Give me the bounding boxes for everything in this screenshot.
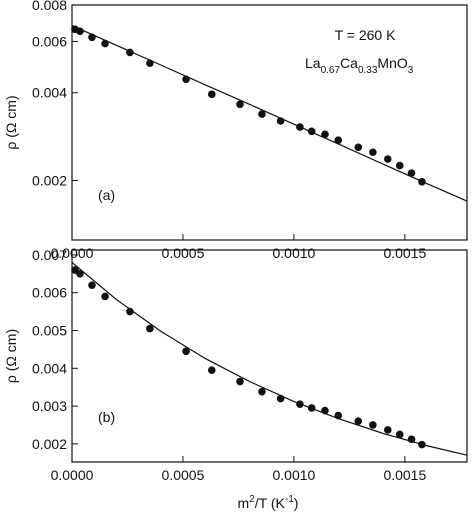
y-tick-label: 0.005 [32, 322, 67, 338]
y-tick-label: 0.002 [32, 172, 67, 188]
y-tick-label: 0.008 [32, 0, 67, 13]
data-point [407, 169, 416, 177]
data-point [126, 307, 134, 316]
plot-frame [71, 249, 468, 463]
y-axis-label: ρ (Ω cm) [3, 329, 19, 383]
data-point [395, 430, 404, 439]
data-point [236, 377, 244, 386]
data-point [307, 404, 316, 412]
y-tick-label: 0.002 [32, 436, 67, 452]
data-point [334, 411, 343, 420]
data-point [182, 347, 190, 356]
x-tick-label: 0.0000 [51, 467, 94, 483]
formula: La0.67Ca0.33MnO3 [305, 55, 414, 76]
data-point [101, 39, 109, 48]
data-point [369, 421, 377, 429]
data-point [354, 143, 363, 152]
y-tick-label: 0.003 [32, 398, 67, 414]
data-point [307, 127, 316, 136]
y-axis-label: ρ (Ω cm) [3, 95, 19, 149]
data-point [182, 75, 190, 84]
formula-subscript: 0.33 [358, 65, 378, 76]
y-tick-label: 0.007 [32, 247, 67, 263]
panel-label: (b) [98, 409, 115, 425]
data-point [296, 400, 304, 408]
data-point [407, 435, 416, 444]
x-axis-label-part: ) [294, 495, 299, 511]
data-point [88, 33, 96, 42]
y-tick-label: 0.006 [32, 33, 67, 49]
x-axis-label-part: /T (K [255, 495, 286, 511]
data-point [276, 394, 285, 403]
data-point [236, 100, 244, 109]
data-point [146, 324, 154, 333]
plot-frame [71, 4, 468, 241]
formula-part: Ca [340, 55, 358, 71]
data-point [258, 387, 266, 396]
data-point [296, 123, 304, 131]
data-point [146, 59, 154, 68]
x-axis-label-superscript: 2 [249, 494, 255, 505]
data-point [369, 148, 377, 157]
data-point [418, 440, 426, 449]
data-point [383, 426, 392, 434]
data-point [88, 281, 96, 289]
data-point [321, 406, 329, 415]
data-point [395, 161, 404, 170]
data-point [208, 366, 216, 374]
x-axis-label: m2/T (K-1) [238, 494, 299, 511]
data-point [383, 155, 392, 163]
x-tick-label: 0.0010 [272, 245, 315, 261]
fit-line [71, 262, 468, 456]
x-tick-label: 0.0005 [162, 467, 205, 483]
x-tick-label: 0.0015 [383, 467, 426, 483]
data-point [354, 417, 363, 425]
panel-label: (a) [98, 187, 115, 203]
x-axis-label-part: m [238, 495, 250, 511]
data-point [321, 130, 329, 139]
x-tick-label: 0.0015 [383, 245, 426, 261]
data-point [334, 136, 343, 144]
x-tick-label: 0.0005 [162, 245, 205, 261]
x-axis-label-superscript: -1 [285, 494, 294, 505]
y-tick-label: 0.004 [32, 85, 67, 101]
y-tick-label: 0.004 [32, 360, 67, 376]
data-point [101, 292, 109, 301]
x-tick-label: 0.0010 [272, 467, 315, 483]
annotation: T = 260 K [335, 27, 397, 43]
fit-line [71, 25, 468, 202]
data-point [76, 27, 84, 36]
formula-part: La [305, 55, 321, 71]
data-point [126, 48, 134, 57]
formula-subscript: 3 [408, 65, 414, 76]
data-point [208, 90, 216, 99]
data-point [418, 177, 426, 186]
formula-subscript: 0.67 [321, 65, 341, 76]
data-point [276, 117, 285, 125]
formula-part: MnO [377, 55, 407, 71]
data-point [258, 110, 266, 118]
data-point [76, 270, 84, 278]
y-tick-label: 0.006 [32, 285, 67, 301]
